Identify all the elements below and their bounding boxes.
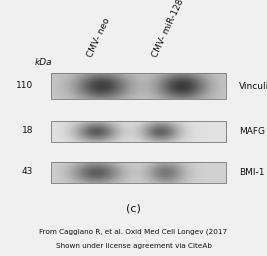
Bar: [51, 73, 226, 99]
Text: (c): (c): [126, 204, 141, 214]
Text: From Caggiano R, et al. Oxid Med Cell Longev (2017: From Caggiano R, et al. Oxid Med Cell Lo…: [40, 228, 227, 235]
Text: CMV- neo: CMV- neo: [86, 16, 112, 59]
Text: CMV- miR-128: CMV- miR-128: [151, 0, 186, 59]
Text: 110: 110: [16, 81, 33, 90]
Text: 43: 43: [22, 167, 33, 176]
Text: BMI-1: BMI-1: [239, 167, 265, 177]
Text: Shown under license agreement via CiteAb: Shown under license agreement via CiteAb: [56, 243, 211, 249]
Text: kDa: kDa: [35, 58, 52, 67]
Text: MAFG: MAFG: [239, 126, 265, 136]
Text: Vinculin: Vinculin: [239, 82, 267, 91]
Text: 18: 18: [22, 126, 33, 135]
Bar: [51, 162, 226, 183]
Bar: [51, 121, 226, 142]
